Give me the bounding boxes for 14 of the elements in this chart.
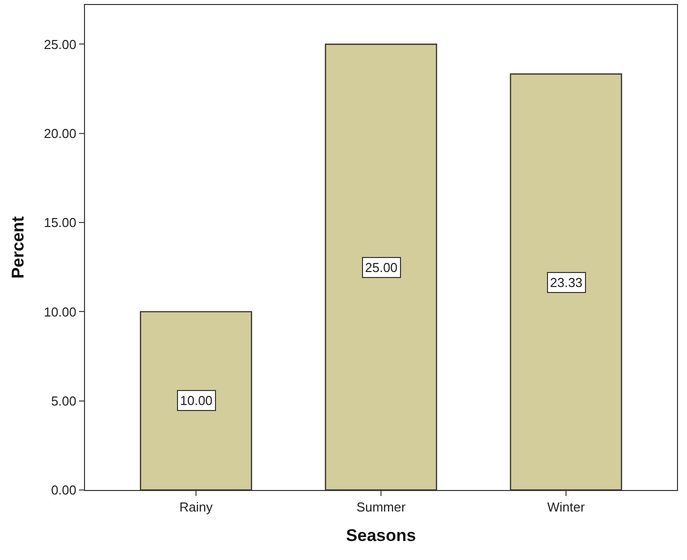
y-tick-label: 0.00 xyxy=(51,482,76,498)
x-tick-label: Summer xyxy=(356,500,406,515)
y-tick-label: 10.00 xyxy=(44,304,76,320)
y-axis-title: Percent xyxy=(8,216,28,279)
data-label: 25.00 xyxy=(365,260,398,275)
y-tick-label: 20.00 xyxy=(44,126,76,141)
x-tick-label: Winter xyxy=(547,500,586,515)
y-tick-label: 25.00 xyxy=(44,36,76,52)
x-axis-title: Seasons xyxy=(346,526,416,545)
data-label: 23.33 xyxy=(550,275,583,290)
x-tick-label: Rainy xyxy=(179,500,214,515)
data-label: 10.00 xyxy=(180,393,213,408)
y-tick-label: 15.00 xyxy=(44,215,76,230)
y-tick-label: 5.00 xyxy=(51,393,76,408)
